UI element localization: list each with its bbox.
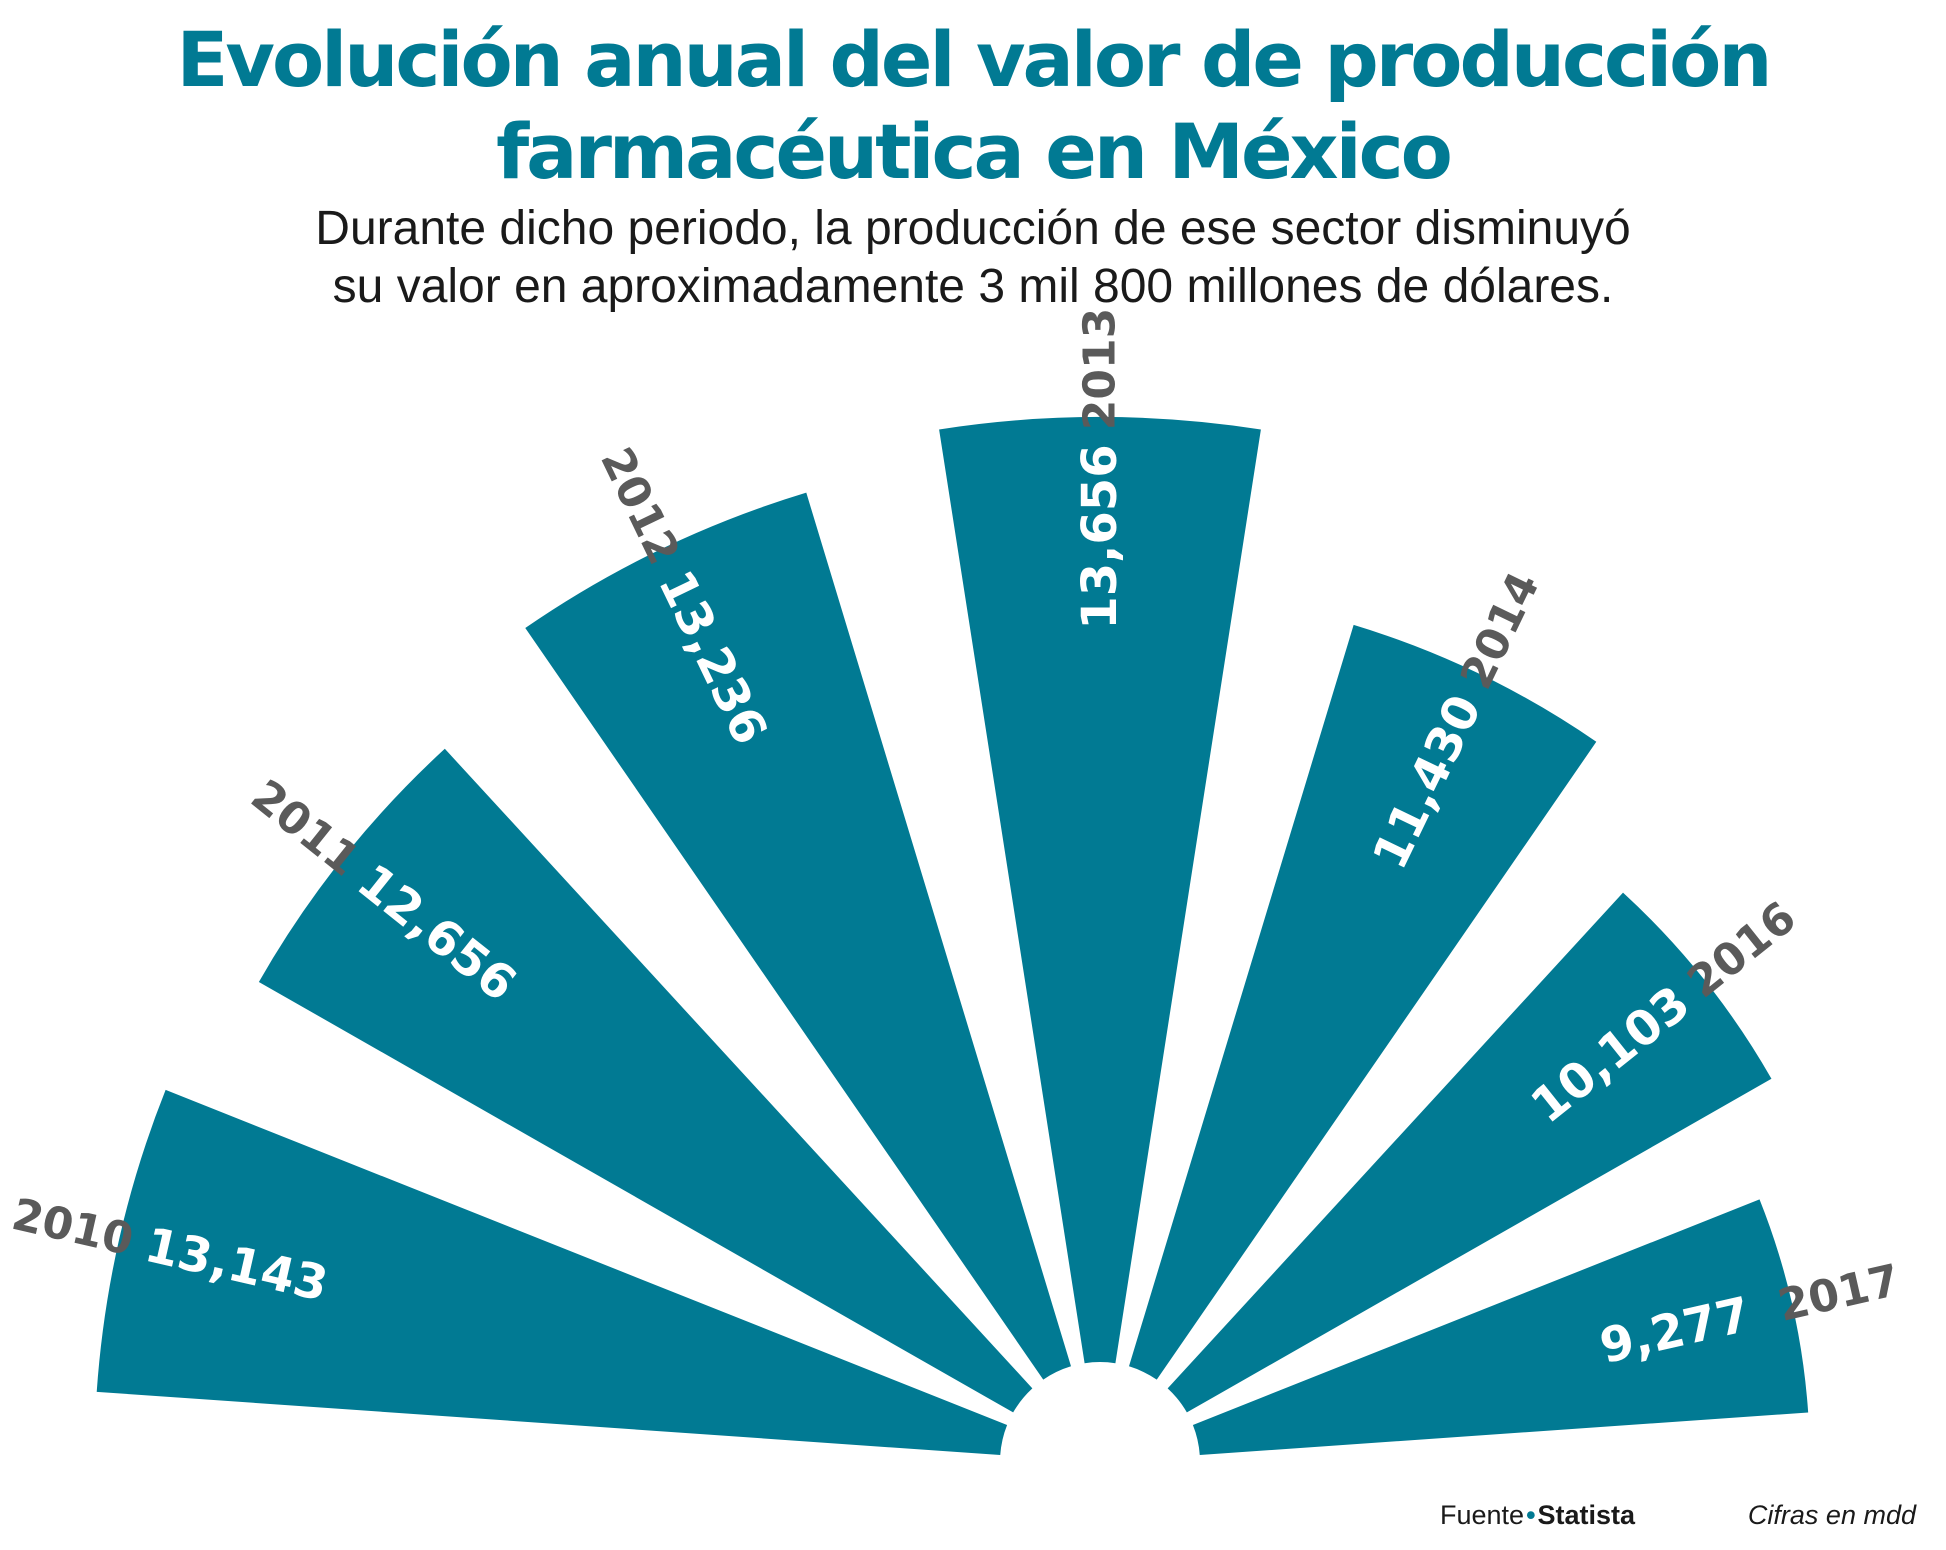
- chart-title-line-1: Evolución anual del valor de producción: [176, 15, 1773, 104]
- source-label: Fuente: [1440, 1500, 1525, 1530]
- wedge-bar-2017: [1192, 1199, 1809, 1456]
- chart-subtitle-line-2: su valor en aproximadamente 3 mil 800 mi…: [332, 260, 1614, 313]
- wedge-bar-2012: [525, 492, 1072, 1380]
- chart-subtitle-line-1: Durante dicho periodo, la producción de …: [315, 202, 1631, 255]
- wedge-bar-2016: [1167, 892, 1772, 1413]
- year-label-2017: 2017: [1774, 1255, 1905, 1332]
- source-bullet-icon: •: [1526, 1500, 1536, 1530]
- units-note: Cifras en mdd: [1747, 1500, 1916, 1530]
- year-label-2013: 2013: [1075, 308, 1126, 430]
- year-label-2014: 2014: [1451, 564, 1550, 696]
- chart-title-line-2: farmacéutica en México: [496, 107, 1453, 196]
- year-label-2016: 2016: [1678, 892, 1806, 1008]
- wedge-bar-2014: [1128, 624, 1597, 1380]
- source-credit: Fuente•Statista: [1440, 1500, 1635, 1531]
- chart-title: Evolución anual del valor de producción …: [0, 14, 1946, 198]
- year-label-2010: 2010: [7, 1189, 138, 1266]
- source-name: Statista: [1537, 1500, 1636, 1530]
- chart-subtitle: Durante dicho periodo, la producción de …: [0, 200, 1946, 316]
- value-label-2013: 13,656: [1072, 444, 1128, 629]
- wedge-bar-2010: [96, 1089, 1008, 1456]
- year-label-2011: 2011: [242, 770, 370, 886]
- year-label-2012: 2012: [590, 440, 689, 572]
- wedge-bar-2013: [939, 417, 1261, 1364]
- wedge-bar-2011: [258, 748, 1033, 1413]
